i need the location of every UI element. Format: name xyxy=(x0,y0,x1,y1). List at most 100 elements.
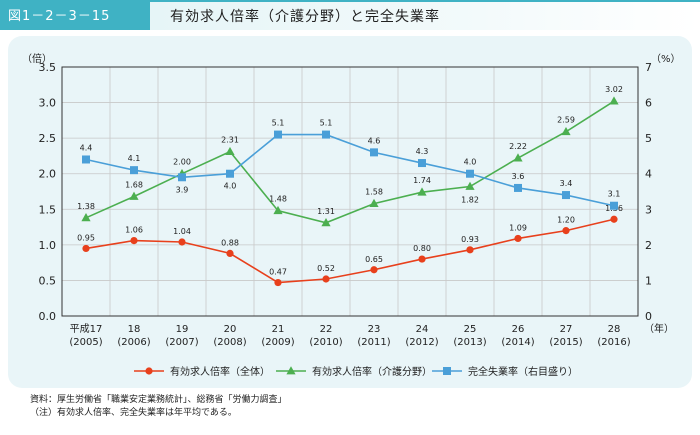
x-tick-year: (2010) xyxy=(309,337,342,348)
data-label: 0.88 xyxy=(221,238,239,247)
legend-label: 完全失業率（右目盛り） xyxy=(468,365,578,378)
left-tick-label: 0.0 xyxy=(39,310,57,323)
legend-label: 有効求人倍率（全体） xyxy=(170,365,270,378)
series-point xyxy=(130,236,138,245)
series-point xyxy=(130,166,138,175)
figure-title-band: 有効求人倍率（介護分野）と完全失業率 xyxy=(150,0,700,30)
series-point xyxy=(178,173,186,182)
data-label: 4.1 xyxy=(128,154,141,163)
left-tick-label: 1.5 xyxy=(39,203,57,216)
data-label: 1.04 xyxy=(173,227,191,236)
data-label: 0.95 xyxy=(77,233,95,242)
data-label: 2.00 xyxy=(173,158,191,167)
x-tick-year: (2005) xyxy=(69,337,102,348)
series-point xyxy=(273,205,283,215)
series-point xyxy=(466,246,474,254)
series-point xyxy=(274,130,282,139)
series-point xyxy=(465,181,475,190)
series-line xyxy=(85,100,615,224)
x-tick-label: 26 xyxy=(512,324,525,335)
series-point xyxy=(562,227,570,235)
data-label: 5.1 xyxy=(320,119,333,128)
data-label: 1.20 xyxy=(557,216,575,225)
x-tick-label: 20 xyxy=(224,324,237,335)
right-axis-unit: （%） xyxy=(651,53,681,65)
data-label: 1.68 xyxy=(125,180,143,189)
left-tick-label: 2.5 xyxy=(39,132,57,145)
data-label: 0.52 xyxy=(317,264,335,273)
data-label: 0.47 xyxy=(269,268,287,277)
data-label: 3.02 xyxy=(605,85,623,94)
left-tick-label: 0.5 xyxy=(39,274,57,287)
series-point xyxy=(609,96,619,105)
x-tick-year: (2016) xyxy=(597,337,630,348)
right-tick-label: 0 xyxy=(645,310,652,323)
data-label: 3.4 xyxy=(560,179,573,188)
series-point xyxy=(610,201,618,210)
x-tick-label: 21 xyxy=(272,324,285,335)
data-label: 1.06 xyxy=(125,226,143,235)
left-tick-label: 1.0 xyxy=(39,239,57,252)
x-tick-label: 24 xyxy=(416,324,429,335)
series-point xyxy=(514,234,522,243)
right-tick-label: 5 xyxy=(645,132,652,145)
x-tick-label: 平成17 xyxy=(70,323,103,335)
data-label: 1.38 xyxy=(77,202,95,211)
right-tick-label: 1 xyxy=(645,274,652,287)
right-tick-label: 2 xyxy=(645,239,652,252)
grid-lines xyxy=(62,67,638,316)
x-tick-year: (2011) xyxy=(357,337,390,348)
data-label: 4.6 xyxy=(368,136,381,145)
figure-header: 図1－2－3－15 有効求人倍率（介護分野）と完全失業率 xyxy=(0,0,700,30)
series-line xyxy=(85,218,615,284)
series-point xyxy=(369,198,379,207)
series-point xyxy=(562,191,570,200)
data-label: 5.1 xyxy=(272,119,285,128)
data-label: 3.1 xyxy=(608,190,621,199)
series-point xyxy=(274,278,282,287)
legend-marker xyxy=(443,367,451,375)
data-label: 2.22 xyxy=(509,142,527,151)
left-tick-label: 3.0 xyxy=(39,97,57,110)
data-label: 4.4 xyxy=(80,143,93,152)
series-point xyxy=(513,153,523,162)
source-note: 資料：厚生労働省「職業安定業務統計」、総務省「労働力調査」 xyxy=(30,395,287,405)
series-point xyxy=(418,159,426,168)
data-label: 1.09 xyxy=(509,223,527,232)
right-tick-label: 3 xyxy=(645,203,652,216)
x-axis-unit: （年） xyxy=(644,322,674,335)
series-point xyxy=(82,155,90,164)
x-tick-year: (2015) xyxy=(549,337,582,348)
series-point xyxy=(81,213,91,222)
series-point xyxy=(322,130,330,139)
x-tick-year: (2014) xyxy=(501,337,534,348)
series-point xyxy=(82,244,90,253)
legend-label: 有効求人倍率（介護分野） xyxy=(312,365,432,378)
x-tick-label: 23 xyxy=(368,324,381,335)
figure-title: 有効求人倍率（介護分野）と完全失業率 xyxy=(170,9,440,25)
left-axis-unit: （倍） xyxy=(22,52,52,65)
series-point xyxy=(225,146,235,156)
x-tick-year: (2006) xyxy=(117,337,150,348)
axis-ticks: 0.00.51.01.52.02.53.03.501234567平成17(200… xyxy=(39,61,653,348)
data-label: 0.65 xyxy=(365,255,383,264)
series-point xyxy=(322,275,330,283)
figure-number-badge: 図1－2－3－15 xyxy=(0,0,150,30)
x-tick-year: (2013) xyxy=(453,337,486,348)
series-point xyxy=(178,238,186,246)
legend-marker xyxy=(286,366,296,375)
series-point xyxy=(226,249,234,257)
data-label: 3.9 xyxy=(176,185,189,194)
x-tick-year: (2007) xyxy=(165,337,198,348)
x-tick-label: 25 xyxy=(464,324,477,335)
series-point xyxy=(561,126,571,136)
figure-number: 図1－2－3－15 xyxy=(8,9,111,24)
x-tick-label: 19 xyxy=(176,324,189,335)
data-label: 1.82 xyxy=(461,196,479,205)
legend: 有効求人倍率（全体） 有効求人倍率（介護分野） 完全失業率（右目盛り） xyxy=(134,365,578,378)
footnote: （注）有効求人倍率、完全失業率は年平均である。 xyxy=(30,408,237,418)
series-point xyxy=(418,255,426,263)
data-label: 2.59 xyxy=(557,116,575,125)
right-tick-label: 7 xyxy=(645,61,652,74)
